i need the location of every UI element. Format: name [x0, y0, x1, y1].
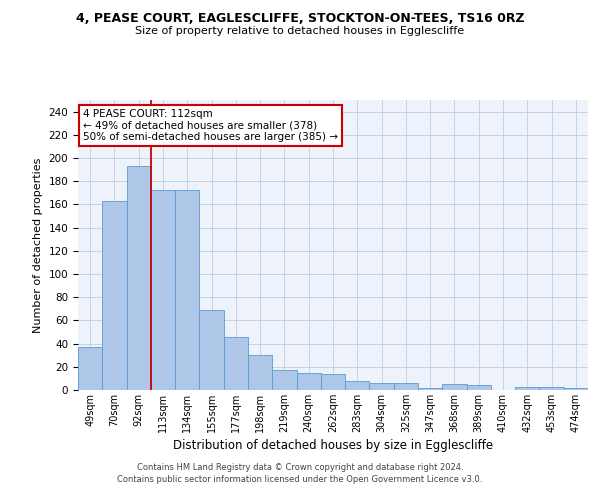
Bar: [442, 384, 467, 390]
Bar: [127, 166, 151, 390]
Bar: [370, 383, 394, 390]
Text: Contains HM Land Registry data © Crown copyright and database right 2024.: Contains HM Land Registry data © Crown c…: [137, 464, 463, 472]
Bar: [272, 370, 296, 390]
Bar: [175, 190, 199, 390]
Bar: [394, 383, 418, 390]
Bar: [418, 388, 442, 390]
X-axis label: Distribution of detached houses by size in Egglescliffe: Distribution of detached houses by size …: [173, 439, 493, 452]
Bar: [321, 374, 345, 390]
Text: 4 PEASE COURT: 112sqm
← 49% of detached houses are smaller (378)
50% of semi-det: 4 PEASE COURT: 112sqm ← 49% of detached …: [83, 108, 338, 142]
Bar: [564, 388, 588, 390]
Bar: [539, 386, 564, 390]
Text: Contains public sector information licensed under the Open Government Licence v3: Contains public sector information licen…: [118, 474, 482, 484]
Bar: [102, 201, 127, 390]
Bar: [248, 355, 272, 390]
Text: 4, PEASE COURT, EAGLESCLIFFE, STOCKTON-ON-TEES, TS16 0RZ: 4, PEASE COURT, EAGLESCLIFFE, STOCKTON-O…: [76, 12, 524, 26]
Bar: [78, 347, 102, 390]
Bar: [224, 336, 248, 390]
Bar: [151, 190, 175, 390]
Bar: [515, 386, 539, 390]
Text: Size of property relative to detached houses in Egglescliffe: Size of property relative to detached ho…: [136, 26, 464, 36]
Bar: [296, 372, 321, 390]
Bar: [345, 380, 370, 390]
Y-axis label: Number of detached properties: Number of detached properties: [33, 158, 43, 332]
Bar: [467, 386, 491, 390]
Bar: [199, 310, 224, 390]
